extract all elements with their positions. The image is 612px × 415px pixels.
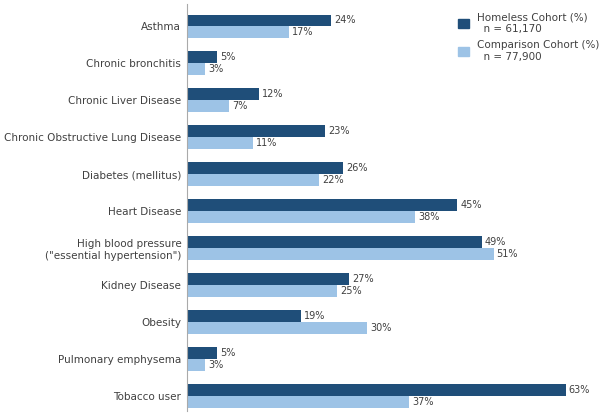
Text: 26%: 26% — [346, 164, 368, 173]
Text: 3%: 3% — [208, 360, 223, 370]
Text: 19%: 19% — [304, 311, 326, 321]
Bar — [187, 384, 565, 396]
Bar — [187, 359, 205, 371]
Bar — [187, 285, 337, 297]
Bar — [187, 211, 416, 223]
Text: 30%: 30% — [370, 323, 392, 333]
Bar — [187, 162, 343, 174]
Bar — [187, 26, 289, 38]
Text: 51%: 51% — [496, 249, 518, 259]
Bar — [187, 100, 229, 112]
Bar — [187, 236, 482, 248]
Bar — [187, 15, 331, 26]
Bar — [187, 273, 349, 285]
Bar — [187, 199, 458, 211]
Text: 38%: 38% — [419, 212, 440, 222]
Bar — [187, 88, 259, 100]
Text: 23%: 23% — [328, 126, 349, 137]
Text: 3%: 3% — [208, 64, 223, 74]
Text: 37%: 37% — [412, 397, 434, 407]
Text: 5%: 5% — [220, 348, 235, 358]
Bar — [187, 248, 493, 260]
Text: 45%: 45% — [460, 200, 482, 210]
Bar — [187, 125, 325, 137]
Text: 5%: 5% — [220, 52, 235, 62]
Bar — [187, 396, 409, 408]
Bar — [187, 174, 319, 186]
Legend: Homeless Cohort (%)
  n = 61,170, Comparison Cohort (%)
  n = 77,900: Homeless Cohort (%) n = 61,170, Comparis… — [455, 10, 603, 65]
Text: 49%: 49% — [485, 237, 506, 247]
Text: 12%: 12% — [262, 89, 283, 99]
Bar — [187, 322, 367, 334]
Text: 63%: 63% — [569, 385, 590, 395]
Bar — [187, 63, 205, 75]
Text: 27%: 27% — [353, 274, 374, 284]
Text: 22%: 22% — [322, 175, 344, 185]
Bar — [187, 137, 253, 149]
Bar — [187, 310, 301, 322]
Text: 11%: 11% — [256, 138, 277, 148]
Text: 17%: 17% — [292, 27, 313, 37]
Text: 25%: 25% — [340, 286, 362, 296]
Bar — [187, 51, 217, 63]
Text: 24%: 24% — [334, 15, 356, 25]
Bar — [187, 347, 217, 359]
Text: 7%: 7% — [232, 101, 247, 111]
